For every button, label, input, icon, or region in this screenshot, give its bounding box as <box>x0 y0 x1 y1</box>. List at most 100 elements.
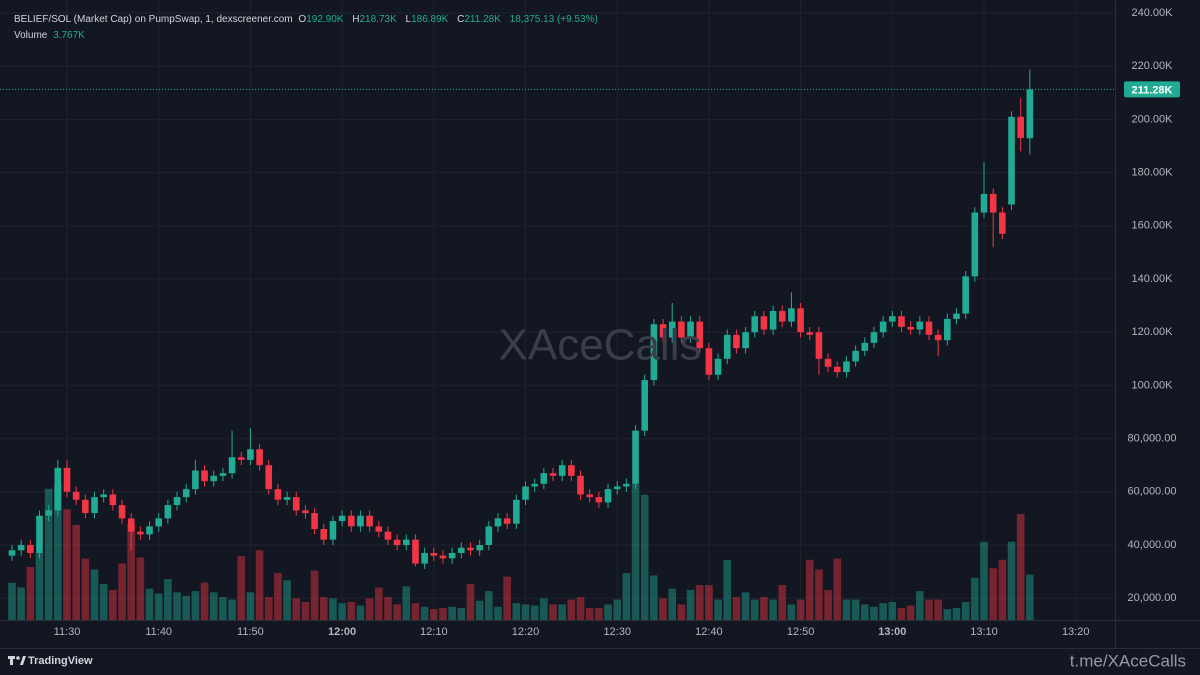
volume-bar <box>567 599 576 620</box>
volume-bar <box>164 579 172 620</box>
candle-body <box>91 497 98 514</box>
volume-bar <box>402 586 411 620</box>
y-tick-label: 20,000.00 <box>1128 592 1177 604</box>
candle-body <box>522 486 529 500</box>
candle-body <box>72 491 80 500</box>
volume-bar <box>264 597 273 620</box>
volume-bar <box>558 604 566 620</box>
ohlc-letter: L <box>405 14 412 25</box>
candle-body <box>302 510 309 514</box>
volume-bar <box>384 597 392 620</box>
candle-body <box>17 544 25 551</box>
volume-bar <box>329 598 337 620</box>
volume-bar <box>631 484 640 620</box>
logo-shape <box>16 656 20 660</box>
volume-bar <box>796 599 805 620</box>
volume-bar <box>72 524 80 620</box>
candle-body <box>311 513 318 530</box>
logo-shape <box>10 656 13 665</box>
volume-bar <box>485 591 493 620</box>
volume-bar <box>209 592 218 620</box>
volume-bar <box>35 552 44 620</box>
candle-body <box>824 358 832 367</box>
candle-body <box>769 310 777 330</box>
candle-body <box>989 193 997 213</box>
candle-body <box>870 332 878 343</box>
candle-body <box>393 539 401 545</box>
candle-body <box>8 550 16 556</box>
y-tick-label: 120.00K <box>1132 326 1174 338</box>
candle-body <box>861 342 869 351</box>
volume-bar <box>613 599 622 620</box>
volume-bar <box>732 597 741 620</box>
volume-bar <box>374 587 383 620</box>
volume-bar <box>54 484 62 620</box>
volume-bar <box>17 587 25 620</box>
volume-bar <box>677 604 686 620</box>
candle-body <box>366 515 373 527</box>
candle-body <box>109 494 117 506</box>
volume-bar <box>1026 574 1034 620</box>
candle-body <box>925 321 933 335</box>
volume-bar <box>778 585 787 620</box>
candle-body <box>595 497 603 503</box>
candle-body <box>604 489 612 503</box>
volume-bar <box>860 604 869 620</box>
volume-bar <box>686 589 695 620</box>
candle-body <box>476 544 483 551</box>
candle-body <box>338 515 346 522</box>
volume-bar <box>916 591 924 620</box>
candle-body <box>971 212 979 277</box>
candle-body <box>27 544 34 553</box>
candle-body <box>127 518 135 532</box>
candle-body <box>944 318 951 341</box>
candle-body <box>723 334 731 359</box>
candle-body <box>549 473 557 476</box>
volume-bar <box>319 597 328 620</box>
candle-body <box>439 555 447 559</box>
volume-bar <box>750 599 759 620</box>
candle-body <box>503 518 511 524</box>
candle-body <box>751 316 759 333</box>
volume-bar <box>109 589 117 620</box>
candle-body <box>916 321 924 330</box>
candle-body <box>283 497 291 500</box>
volume-bar <box>228 599 236 620</box>
candle-body <box>467 547 474 551</box>
candle-body <box>265 465 273 490</box>
candle-body <box>641 380 649 431</box>
candle-body <box>934 334 942 341</box>
candle-body <box>384 531 392 540</box>
candle-body <box>256 449 263 466</box>
volume-bar <box>961 601 970 620</box>
candle-body <box>898 316 905 327</box>
candle-body <box>448 552 456 559</box>
x-tick-label: 13:20 <box>1062 626 1090 638</box>
volume-bar <box>980 541 988 620</box>
x-tick-label: 12:10 <box>420 626 448 638</box>
volume-bar <box>448 606 456 620</box>
volume-bar <box>283 580 291 620</box>
volume-bar <box>549 604 557 620</box>
volume-bar <box>457 607 466 620</box>
ohlc-value: 218.73K <box>359 14 397 25</box>
x-tick-label: 12:20 <box>512 626 540 638</box>
candle-body <box>63 467 71 492</box>
candle-body <box>815 332 823 359</box>
y-tick-label: 180.00K <box>1132 167 1174 179</box>
volume-bar <box>888 601 897 620</box>
candle-body <box>210 475 218 482</box>
candle-body <box>797 308 804 333</box>
tradingview-logo <box>8 656 26 665</box>
volume-bar <box>851 599 860 620</box>
volume-bar <box>154 593 163 620</box>
volume-bar <box>640 494 649 620</box>
ohlc-letter: C <box>457 14 465 25</box>
volume-bar <box>338 603 346 620</box>
volume-header: Volume 3.767K <box>14 30 88 41</box>
ohlc-letter: H <box>352 14 360 25</box>
candle-body <box>164 505 172 519</box>
volume-bar <box>365 598 374 620</box>
candle-body <box>540 473 548 484</box>
